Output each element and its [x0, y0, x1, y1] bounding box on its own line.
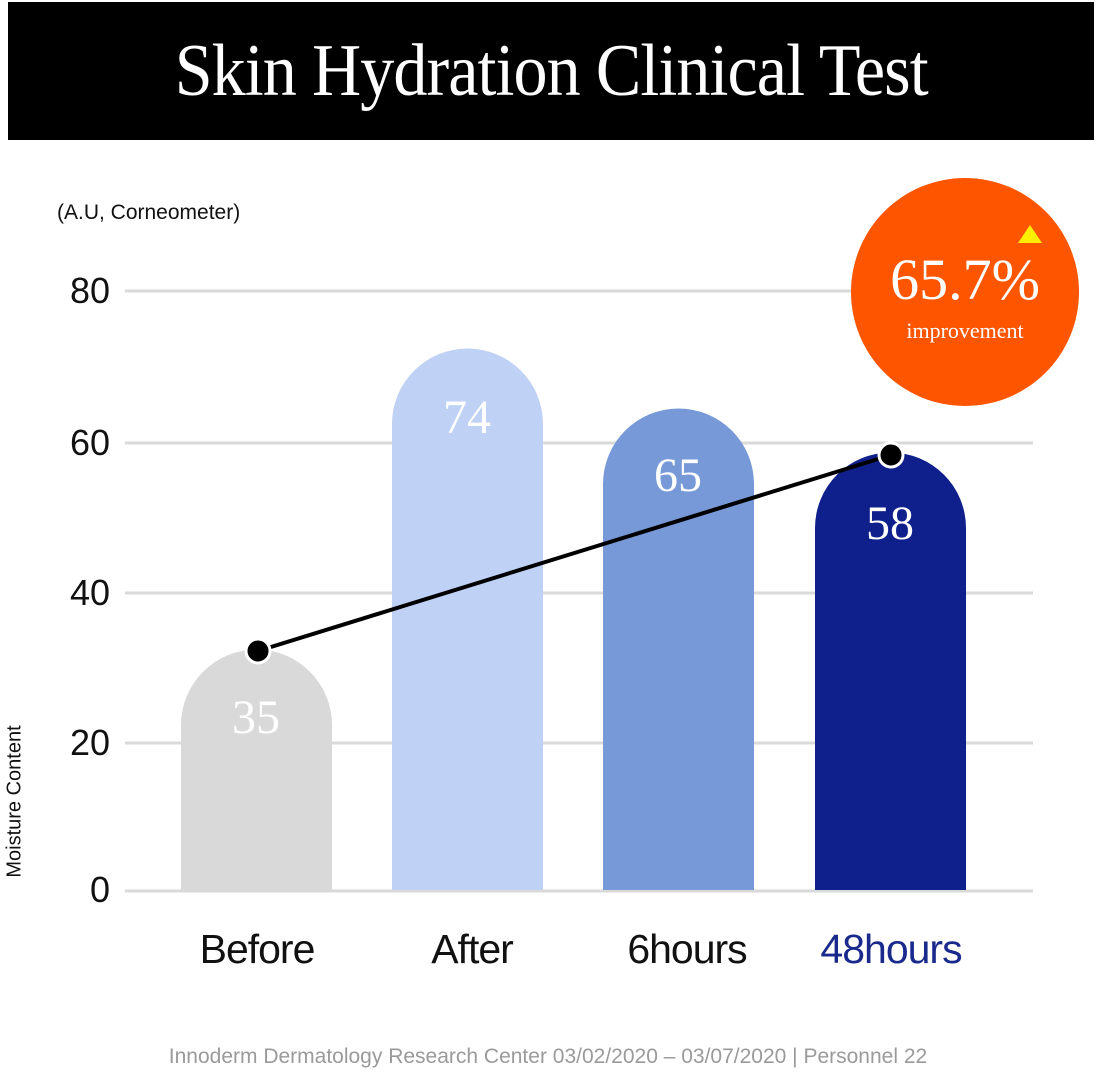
- bar-value-before: 35: [232, 691, 280, 744]
- y-tick-0: 0: [89, 869, 110, 910]
- improvement-value: 65.7%: [890, 247, 1040, 312]
- category-6hours: 6hours: [627, 926, 747, 972]
- category-48hours: 48hours: [820, 926, 962, 972]
- bar-value-6hours: 65: [654, 449, 702, 502]
- trend-point-before: [244, 637, 272, 665]
- source-footer: Innoderm Dermatology Research Center 03/…: [168, 1045, 928, 1068]
- improvement-badge: 65.7% improvement: [851, 178, 1079, 406]
- bar-before: [181, 649, 332, 890]
- y-tick-20: 20: [69, 722, 110, 763]
- category-before: Before: [199, 926, 316, 972]
- improvement-label: improvement: [906, 318, 1024, 343]
- y-tick-60: 60: [69, 422, 110, 463]
- chart-title: Skin Hydration Clinical Test: [174, 29, 929, 112]
- unit-label: (A.U, Corneometer): [57, 201, 241, 224]
- bar-value-after: 74: [443, 391, 491, 444]
- trend-line: [257, 453, 892, 653]
- trend-point-48hours: [877, 441, 905, 469]
- bar-6hours: [603, 408, 754, 890]
- y-tick-40: 40: [69, 572, 110, 613]
- title-bar: Skin Hydration Clinical Test: [8, 2, 1094, 140]
- up-triangle-icon: [1018, 225, 1042, 243]
- bar-after: [392, 348, 543, 890]
- category-after: After: [431, 926, 514, 972]
- bar-value-48hours: 58: [866, 497, 914, 550]
- bar-48hours: [815, 452, 966, 890]
- y-tick-80: 80: [69, 270, 110, 311]
